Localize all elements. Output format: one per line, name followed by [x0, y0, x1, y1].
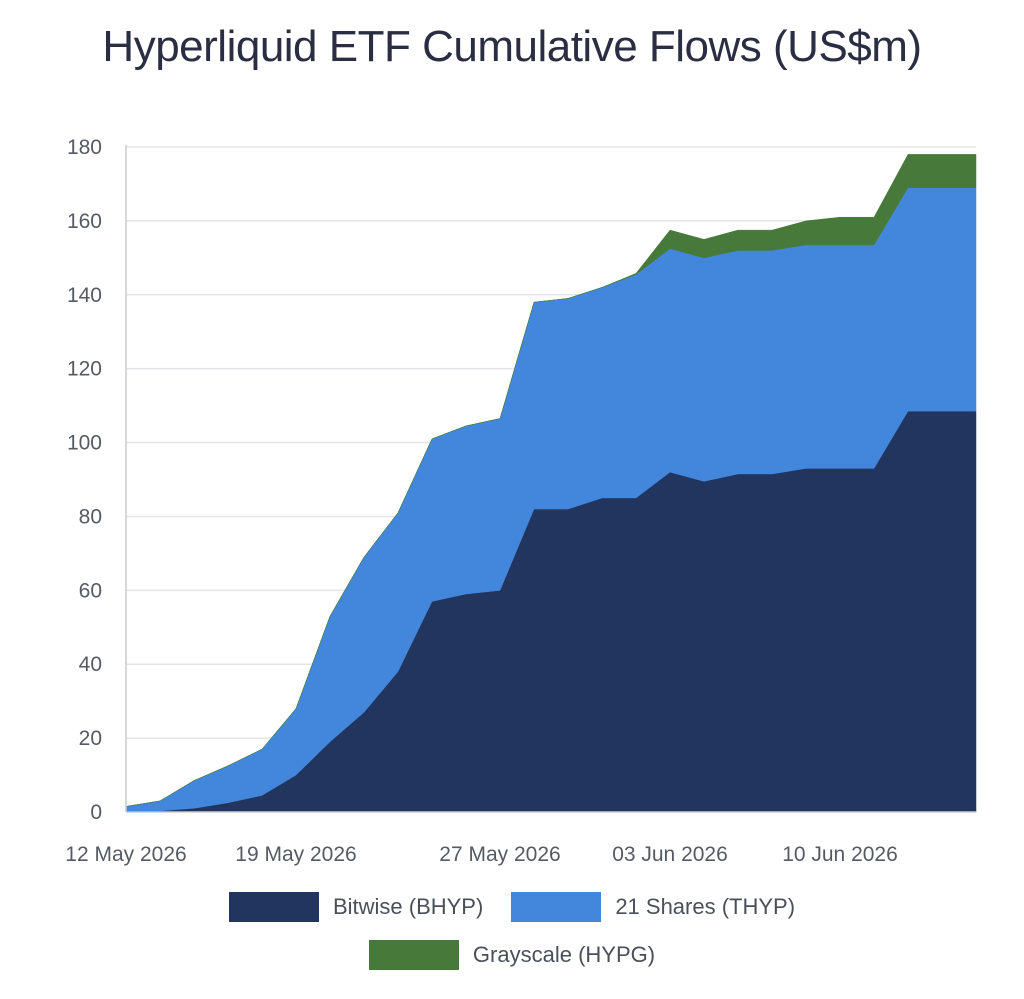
- y-tick-label-40: 40: [79, 653, 102, 676]
- legend-item-grayscale: Grayscale (HYPG): [368, 940, 656, 970]
- legend-item-bitwise: Bitwise (BHYP): [228, 892, 484, 922]
- x-tick-label: 12 May 2026: [65, 843, 186, 866]
- legend-label-bitwise: Bitwise (BHYP): [332, 894, 484, 919]
- y-tick-label-100: 100: [67, 432, 102, 455]
- x-tick-label: 19 May 2026: [235, 843, 356, 866]
- y-tick-label-60: 60: [79, 579, 102, 602]
- y-tick-label-120: 120: [67, 358, 102, 381]
- y-tick-label-80: 80: [79, 505, 102, 528]
- y-tick-label-20: 20: [79, 727, 102, 750]
- legend-swatch-21shares: [511, 892, 602, 922]
- area-series: [125, 154, 977, 813]
- legend-swatch-grayscale: [368, 940, 459, 970]
- y-tick-label-0: 0: [90, 801, 102, 824]
- y-tick-label-160: 160: [67, 210, 102, 233]
- x-tick-label: 03 Jun 2026: [612, 843, 728, 866]
- legend-item-21shares: 21 Shares (THYP): [511, 892, 795, 922]
- area-series-2: [125, 154, 977, 807]
- legend-label-grayscale: Grayscale (HYPG): [472, 942, 656, 967]
- y-tick-label-140: 140: [67, 284, 102, 307]
- legend-swatch-bitwise: [228, 892, 319, 922]
- legend-row-2: Grayscale (HYPG): [0, 940, 1024, 970]
- y-tick-label-180: 180: [67, 136, 102, 159]
- x-tick-label: 10 Jun 2026: [782, 843, 898, 866]
- legend-row-1: Bitwise (BHYP) 21 Shares (THYP): [0, 892, 1024, 922]
- legend-label-21shares: 21 Shares (THYP): [615, 894, 796, 919]
- axes: 0 20 40 60 80 100 120 140 160 180 12 May 2026 19 Ma…: [65, 136, 976, 866]
- chart-title: Hyperliquid ETF Cumulative Flows (US$m): [102, 22, 922, 71]
- x-tick-label: 27 May 2026: [439, 843, 560, 866]
